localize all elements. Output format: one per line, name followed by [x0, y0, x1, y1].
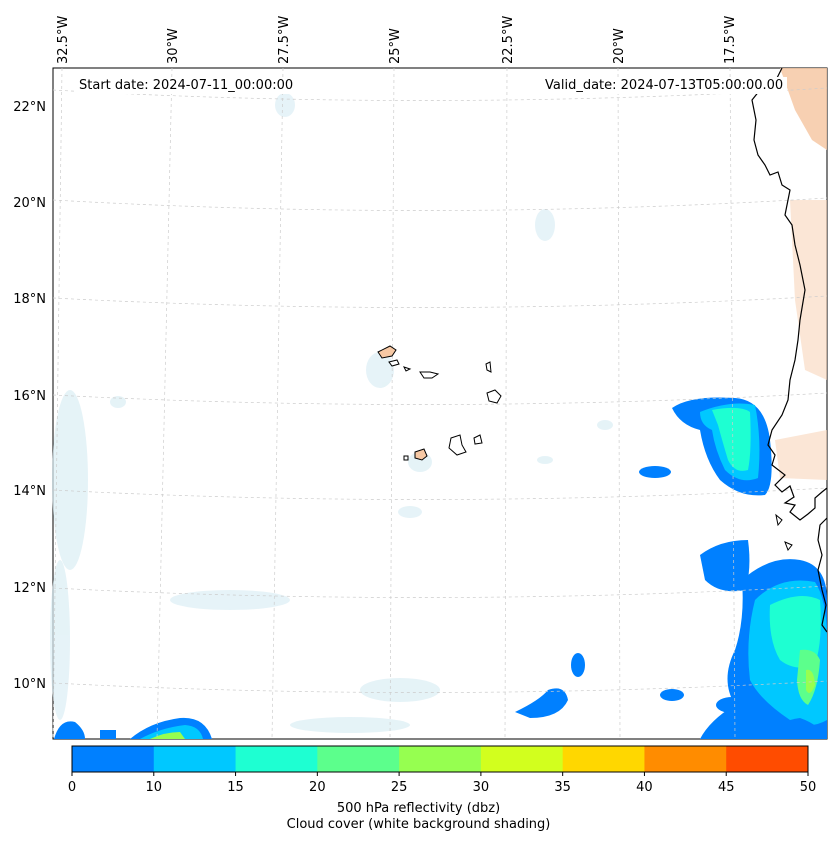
cape-verde-islands	[377, 345, 502, 461]
colorbar-segment	[235, 746, 318, 772]
lon-label: 27.5°W	[277, 16, 292, 64]
colorbar-tick-label: 50	[800, 780, 817, 795]
colorbar-tick-label: 30	[473, 780, 490, 795]
colorbar-tick-label: 15	[227, 780, 244, 795]
lon-label: 32.5°W	[56, 16, 71, 64]
lon-label: 17.5°W	[723, 16, 738, 64]
colorbar-tick-label: 20	[309, 780, 326, 795]
colorbar-segment	[562, 746, 645, 772]
land-shading-2	[790, 200, 827, 380]
colorbar-segments	[72, 746, 809, 772]
colorbar-ticks: 0 10 15 20 25 30 35 40 45 50	[68, 772, 816, 795]
lon-label: 25°W	[388, 28, 403, 64]
lat-label: 12°N	[13, 581, 46, 596]
colorbar-segment	[153, 746, 237, 772]
longitude-labels: 32.5°W 30°W 27.5°W 25°W 22.5°W 20°W 17.5…	[56, 16, 738, 64]
colorbar: 0 10 15 20 25 30 35 40 45 50	[68, 745, 816, 795]
land-shading-3	[775, 430, 827, 480]
colorbar-segment	[644, 746, 727, 772]
colorbar-label-line1: 500 hPa reflectivity (dbz)	[336, 801, 501, 816]
colorbar-tick-label: 0	[68, 780, 76, 795]
start-date-annotation: Start date: 2024-07-11_00:00:00	[75, 77, 298, 94]
lat-label: 10°N	[13, 677, 46, 692]
colorbar-segment	[72, 746, 155, 772]
colorbar-tick-label: 35	[554, 780, 571, 795]
lon-label: 22.5°W	[501, 16, 516, 64]
colorbar-tick-label: 40	[636, 780, 653, 795]
map-content	[50, 67, 828, 740]
valid-date-annotation: Valid_date: 2024-07-13T05:00:00.00	[541, 77, 788, 94]
reflectivity-field	[54, 397, 827, 739]
lat-label: 18°N	[13, 292, 46, 307]
lon-label: 30°W	[166, 28, 181, 64]
lon-label: 20°W	[612, 28, 627, 64]
lat-label: 20°N	[13, 196, 46, 211]
colorbar-frame	[71, 745, 809, 773]
colorbar-label-line2: Cloud cover (white background shading)	[286, 817, 551, 832]
colorbar-segment	[399, 746, 482, 772]
colorbar-tick-label: 25	[391, 780, 408, 795]
colorbar-tick-label: 45	[718, 780, 735, 795]
lat-label: 16°N	[13, 389, 46, 404]
cloud-cover-shading	[50, 93, 613, 733]
lat-label: 14°N	[13, 484, 46, 499]
coastline-south	[817, 517, 828, 633]
lat-label: 22°N	[13, 100, 46, 115]
colorbar-segment	[317, 746, 400, 772]
colorbar-segment	[726, 746, 809, 772]
gridlines	[52, 67, 828, 740]
colorbar-segment	[480, 746, 564, 772]
colorbar-label: 500 hPa reflectivity (dbz) Cloud cover (…	[0, 801, 837, 833]
african-coastline	[751, 67, 828, 521]
colorbar-tick-label: 10	[146, 780, 163, 795]
coastline-islands	[775, 513, 793, 551]
latitude-labels: 22°N 20°N 18°N 16°N 14°N 12°N 10°N	[13, 100, 46, 692]
